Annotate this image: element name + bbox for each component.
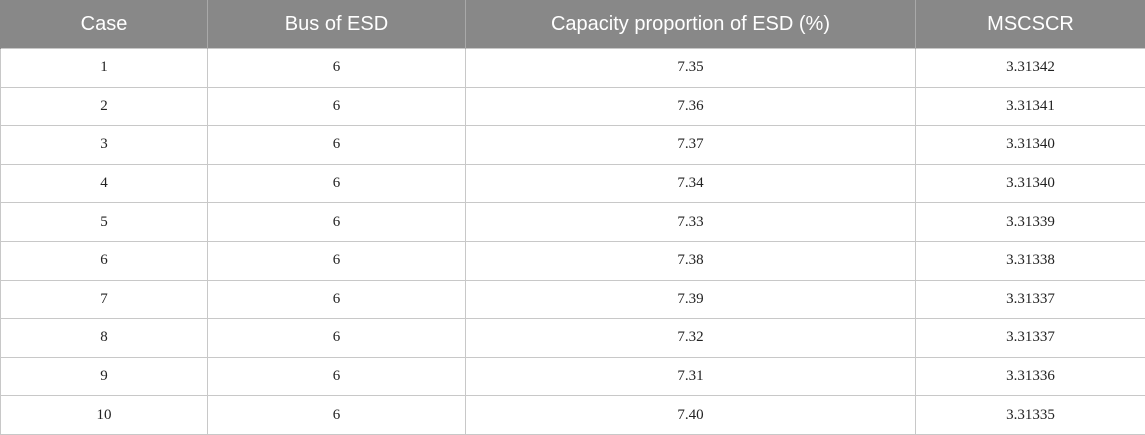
cell-bus: 6 — [208, 87, 466, 126]
cell-capacity: 7.37 — [466, 126, 916, 165]
cell-capacity: 7.32 — [466, 319, 916, 358]
table-row: 10 6 7.40 3.31335 — [1, 396, 1145, 435]
cell-case: 6 — [1, 241, 208, 280]
cell-case: 9 — [1, 357, 208, 396]
cell-mscscr: 3.31342 — [916, 49, 1145, 88]
cell-case: 7 — [1, 280, 208, 319]
cell-case: 10 — [1, 396, 208, 435]
table-header: Case Bus of ESD Capacity proportion of E… — [1, 0, 1145, 49]
table-row: 3 6 7.37 3.31340 — [1, 126, 1145, 165]
cell-mscscr: 3.31336 — [916, 357, 1145, 396]
cell-capacity: 7.40 — [466, 396, 916, 435]
cell-bus: 6 — [208, 241, 466, 280]
cell-bus: 6 — [208, 164, 466, 203]
table-row: 5 6 7.33 3.31339 — [1, 203, 1145, 242]
cell-bus: 6 — [208, 357, 466, 396]
table-row: 2 6 7.36 3.31341 — [1, 87, 1145, 126]
cell-bus: 6 — [208, 203, 466, 242]
cell-mscscr: 3.31338 — [916, 241, 1145, 280]
table-row: 6 6 7.38 3.31338 — [1, 241, 1145, 280]
header-row: Case Bus of ESD Capacity proportion of E… — [1, 0, 1145, 49]
cell-case: 1 — [1, 49, 208, 88]
cell-capacity: 7.36 — [466, 87, 916, 126]
cell-bus: 6 — [208, 396, 466, 435]
cell-capacity: 7.33 — [466, 203, 916, 242]
column-header-bus-of-esd: Bus of ESD — [208, 0, 466, 49]
cell-case: 4 — [1, 164, 208, 203]
cell-mscscr: 3.31337 — [916, 280, 1145, 319]
cell-bus: 6 — [208, 126, 466, 165]
cell-capacity: 7.31 — [466, 357, 916, 396]
table-body: 1 6 7.35 3.31342 2 6 7.36 3.31341 3 6 7.… — [1, 49, 1145, 435]
cell-mscscr: 3.31340 — [916, 126, 1145, 165]
table-row: 1 6 7.35 3.31342 — [1, 49, 1145, 88]
cell-case: 5 — [1, 203, 208, 242]
table-row: 9 6 7.31 3.31336 — [1, 357, 1145, 396]
column-header-mscscr: MSCSCR — [916, 0, 1145, 49]
table-row: 8 6 7.32 3.31337 — [1, 319, 1145, 358]
cell-mscscr: 3.31339 — [916, 203, 1145, 242]
cell-mscscr: 3.31340 — [916, 164, 1145, 203]
cell-capacity: 7.35 — [466, 49, 916, 88]
column-header-capacity-proportion: Capacity proportion of ESD (%) — [466, 0, 916, 49]
table-row: 4 6 7.34 3.31340 — [1, 164, 1145, 203]
cell-capacity: 7.38 — [466, 241, 916, 280]
cell-bus: 6 — [208, 280, 466, 319]
cell-mscscr: 3.31337 — [916, 319, 1145, 358]
cell-mscscr: 3.31335 — [916, 396, 1145, 435]
cell-capacity: 7.39 — [466, 280, 916, 319]
cell-case: 8 — [1, 319, 208, 358]
cell-bus: 6 — [208, 49, 466, 88]
cell-mscscr: 3.31341 — [916, 87, 1145, 126]
cell-bus: 6 — [208, 319, 466, 358]
cell-capacity: 7.34 — [466, 164, 916, 203]
table-row: 7 6 7.39 3.31337 — [1, 280, 1145, 319]
cell-case: 3 — [1, 126, 208, 165]
cell-case: 2 — [1, 87, 208, 126]
column-header-case: Case — [1, 0, 208, 49]
